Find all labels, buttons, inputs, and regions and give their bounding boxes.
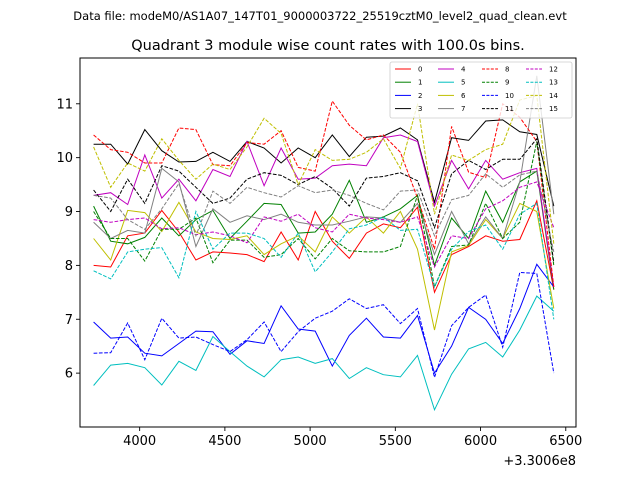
legend-label-10: 10 <box>505 92 514 100</box>
series-line-12 <box>93 181 555 269</box>
series-line-11 <box>93 137 555 263</box>
series-line-3 <box>93 119 555 207</box>
series-line-7 <box>93 75 555 257</box>
x-tick-label: 5500 <box>379 434 412 449</box>
series-line-10 <box>93 271 555 380</box>
legend-label-4: 4 <box>461 66 466 74</box>
legend-label-13: 13 <box>549 79 558 87</box>
legend-label-15: 15 <box>549 105 558 113</box>
series-line-5 <box>93 295 555 412</box>
x-axis-ticks: 4000 4500 5000 5500 6000 6500 <box>123 427 582 449</box>
x-tick-label: 6000 <box>464 434 497 449</box>
legend-label-0: 0 <box>418 66 422 74</box>
series-line-1 <box>93 170 555 290</box>
series-line-15 <box>93 170 555 253</box>
legend-label-6: 6 <box>461 92 466 100</box>
chart-title: Quadrant 3 module wise count rates with … <box>131 38 525 54</box>
y-tick-label: 6 <box>65 367 73 382</box>
x-tick-label: 5000 <box>294 434 327 449</box>
legend-label-14: 14 <box>549 92 558 100</box>
y-tick-label: 7 <box>65 313 73 328</box>
plot-area <box>93 75 555 412</box>
legend-box <box>389 61 573 119</box>
legend-label-7: 7 <box>461 105 465 113</box>
x-tick-label: 4000 <box>123 434 156 449</box>
y-tick-label: 8 <box>65 259 73 274</box>
legend-label-8: 8 <box>505 66 509 74</box>
y-axis-ticks: 6 7 8 9 10 11 <box>56 97 80 382</box>
series-line-13 <box>93 202 555 320</box>
series-line-9 <box>93 141 555 289</box>
axes-frame <box>79 57 577 428</box>
series-line-2 <box>93 263 555 375</box>
figure-suptitle: Data file: modeM0/AS1A07_147T01_90000037… <box>73 9 567 23</box>
series-line-6 <box>93 201 555 331</box>
series-line-0 <box>93 199 555 294</box>
legend-label-3: 3 <box>418 105 422 113</box>
legend-label-12: 12 <box>549 66 558 74</box>
y-tick-label: 11 <box>56 97 73 112</box>
legend-label-1: 1 <box>418 79 422 87</box>
legend-label-2: 2 <box>418 92 422 100</box>
x-tick-label: 6500 <box>549 434 582 449</box>
legend-label-5: 5 <box>461 79 465 87</box>
x-axis-offset-label: +3.3006e8 <box>503 454 576 469</box>
series-line-14 <box>93 95 555 244</box>
x-tick-label: 4500 <box>208 434 241 449</box>
y-tick-label: 10 <box>56 151 73 166</box>
y-tick-label: 9 <box>65 205 73 220</box>
series-line-8 <box>93 99 555 287</box>
legend-label-11: 11 <box>505 105 514 113</box>
legend-label-9: 9 <box>505 79 509 87</box>
